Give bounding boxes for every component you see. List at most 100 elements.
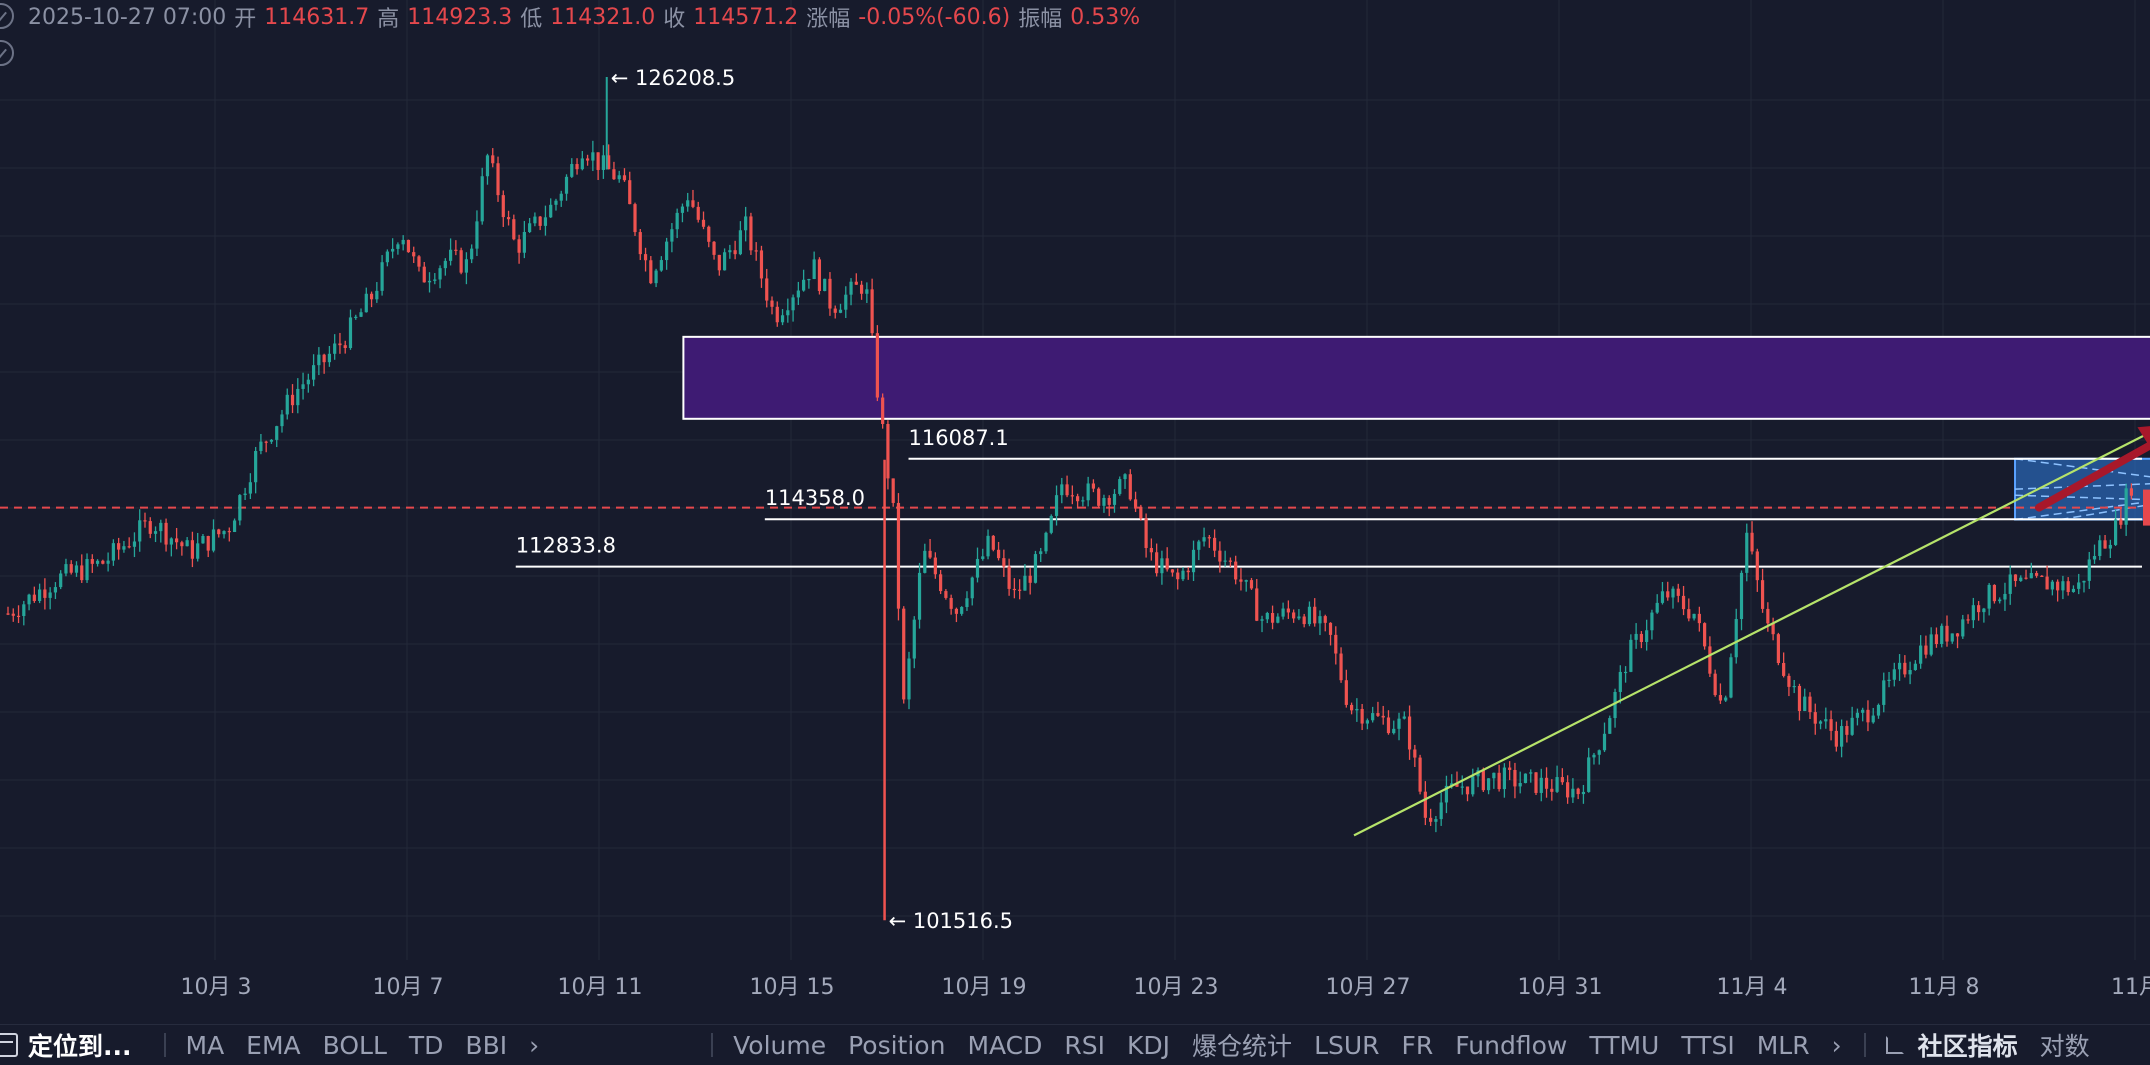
candle-body xyxy=(549,205,552,217)
candle-body xyxy=(1566,782,1569,797)
candle-body xyxy=(712,242,715,255)
candle-body xyxy=(12,614,15,616)
candle-body xyxy=(228,531,231,532)
candle-body xyxy=(728,250,731,252)
candle-body xyxy=(407,240,410,252)
candle-body xyxy=(823,279,826,291)
candle-body xyxy=(423,267,426,283)
indicator-macd[interactable]: MACD xyxy=(967,1031,1042,1060)
indicator-ma[interactable]: MA xyxy=(186,1031,225,1060)
candle-body xyxy=(1935,634,1938,644)
candle-body xyxy=(33,595,36,601)
locate-button[interactable]: 定位到... xyxy=(28,1027,132,1063)
indicator-liquidation[interactable]: 爆仓统计 xyxy=(1192,1027,1292,1063)
candle-body xyxy=(317,355,320,365)
candle-body xyxy=(1229,561,1232,562)
candle-body xyxy=(1413,749,1416,757)
candle-body xyxy=(1988,585,1991,609)
indicator-mlr[interactable]: MLR xyxy=(1757,1031,1810,1060)
candle-body xyxy=(612,169,615,179)
chevron-right-icon[interactable]: › xyxy=(1832,1031,1842,1060)
indicator-volume[interactable]: Volume xyxy=(733,1031,826,1060)
candle-body xyxy=(960,607,963,614)
indicator-fr[interactable]: FR xyxy=(1402,1031,1434,1060)
candle-body xyxy=(249,482,252,493)
candle-body xyxy=(1998,600,2001,602)
indicator-ttsi[interactable]: TTSI xyxy=(1681,1031,1734,1060)
candle-body xyxy=(2109,545,2112,549)
candle-body xyxy=(323,355,326,363)
candle-body xyxy=(164,523,167,545)
chevron-right-icon[interactable]: › xyxy=(529,1031,539,1060)
calendar-icon[interactable] xyxy=(0,1033,18,1057)
indicator-ttmu[interactable]: TTMU xyxy=(1589,1031,1659,1060)
indicator-kdj[interactable]: KDJ xyxy=(1127,1031,1170,1060)
indicator-boll[interactable]: BOLL xyxy=(323,1031,387,1060)
candle-body xyxy=(96,561,99,564)
candle-body xyxy=(2040,576,2043,577)
close-value: 114571.2 xyxy=(693,5,798,30)
change-label: 涨幅 xyxy=(806,1,850,33)
candle-body xyxy=(1872,716,1875,723)
indicator-ema[interactable]: EMA xyxy=(246,1031,300,1060)
candle-body xyxy=(2093,556,2096,559)
candle-body xyxy=(907,659,910,700)
candle-body xyxy=(897,503,900,609)
level-label: 112833.8 xyxy=(516,534,616,558)
candle-body xyxy=(1782,663,1785,676)
candle-body xyxy=(618,175,621,179)
indicator-rsi[interactable]: RSI xyxy=(1064,1031,1105,1060)
candle-body xyxy=(2098,540,2101,556)
candle-body xyxy=(1940,626,1943,644)
candle-body xyxy=(1197,541,1200,549)
candle-body xyxy=(217,529,220,534)
indicator-fundflow[interactable]: Fundflow xyxy=(1455,1031,1567,1060)
candle-body xyxy=(1123,474,1126,479)
candle-body xyxy=(765,278,768,300)
candle-body xyxy=(1513,770,1516,786)
candle-body xyxy=(75,565,78,572)
candle-body xyxy=(1845,726,1848,735)
candle-body xyxy=(1682,596,1685,609)
candle-body xyxy=(465,259,468,272)
candle-body xyxy=(986,536,989,557)
zones xyxy=(683,337,2150,520)
candle-body xyxy=(38,589,41,601)
edit-icon[interactable] xyxy=(1886,1036,1904,1054)
x-tick-label: 10月 19 xyxy=(942,975,1027,1000)
candle-body xyxy=(1324,616,1327,623)
candle-body xyxy=(1945,626,1948,642)
candle-body xyxy=(1519,783,1522,786)
indicator-td[interactable]: TD xyxy=(409,1031,444,1060)
candle-body xyxy=(1629,640,1632,672)
indicator-lsur[interactable]: LSUR xyxy=(1314,1031,1379,1060)
candle-body xyxy=(143,520,146,521)
candle-body xyxy=(1429,818,1432,822)
candle-body xyxy=(971,578,974,599)
candle-body xyxy=(1650,613,1653,631)
supply-zone xyxy=(683,337,2150,419)
candle-body xyxy=(1334,635,1337,654)
candle-body xyxy=(1893,669,1896,679)
candle-body xyxy=(1202,537,1205,541)
candle-body xyxy=(2046,577,2049,590)
log-scale-button[interactable]: 对数 xyxy=(2040,1027,2090,1063)
candle-body xyxy=(1071,495,1074,496)
candle-body xyxy=(776,307,779,322)
indicator-position[interactable]: Position xyxy=(848,1031,945,1060)
candle-body xyxy=(628,180,631,204)
candle-body xyxy=(1361,709,1364,724)
candle-body xyxy=(1835,731,1838,747)
candle-body xyxy=(1044,533,1047,551)
candle-body xyxy=(1814,712,1817,724)
close-label: 收 xyxy=(663,1,685,33)
community-indicators-button[interactable]: 社区指标 xyxy=(1918,1027,2018,1063)
candle-body xyxy=(138,520,141,541)
candle-body xyxy=(1803,697,1806,711)
amplitude-value: 0.53% xyxy=(1070,5,1140,30)
candle-body xyxy=(781,315,784,322)
candle-body xyxy=(286,395,289,415)
indicator-bbi[interactable]: BBI xyxy=(465,1031,507,1060)
